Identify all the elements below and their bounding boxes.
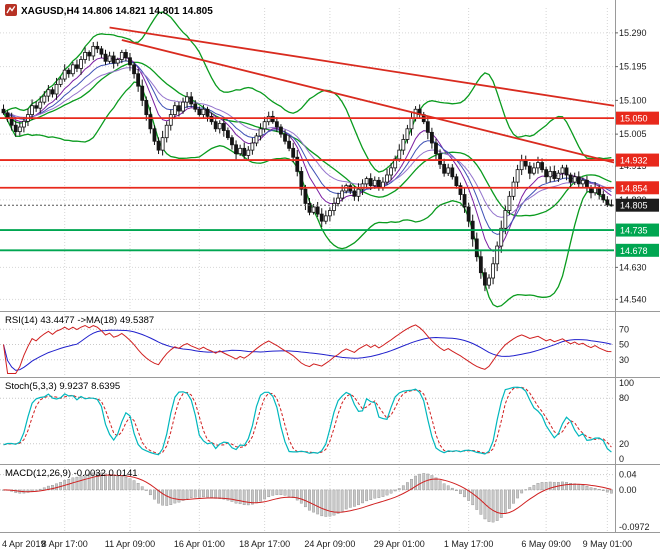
indicator-level-label: 0.00 (619, 485, 637, 495)
price-axis[interactable]: 15.29015.19515.10015.00514.91514.82014.6… (615, 0, 659, 532)
panel-titles-layer: XAGUSD,H4 14.806 14.821 14.801 14.805 RS… (5, 4, 213, 479)
price-badge (616, 198, 659, 212)
series-line (3, 386, 612, 455)
price-badge (616, 181, 659, 195)
price-tick-label: 14.630 (619, 262, 647, 272)
time-tick-label: 4 Apr 2019 (2, 539, 46, 549)
price-badge (616, 223, 659, 237)
trend-lines[interactable] (109, 26, 615, 164)
price-tick-label: 15.005 (619, 129, 647, 139)
bollinger-bands (2, 11, 612, 308)
time-tick-label: 1 May 17:00 (444, 539, 494, 549)
panel-separators (0, 311, 660, 533)
indicator-level-label: 0 (619, 454, 624, 464)
price-badge (616, 243, 659, 257)
price-badge-label: 14.932 (620, 156, 648, 166)
time-tick-label: 11 Apr 09:00 (105, 539, 155, 549)
price-badge (616, 153, 659, 167)
rsi-panel[interactable]: 70 50 30 (0, 324, 629, 374)
series-line (3, 329, 612, 371)
indicator-level-label: 80 (619, 393, 629, 403)
stoch-title: Stoch(5,3,3) 9.9237 8.6395 (5, 381, 120, 392)
indicator-level-label: 0.04 (619, 470, 637, 480)
indicator-level-label: 30 (619, 355, 629, 365)
indicator-level-label: 20 (619, 439, 629, 449)
macd-panel[interactable]: 0.04 0.00 -0.0972 (0, 470, 650, 532)
price-tick-label: 15.290 (619, 28, 647, 38)
series-line (3, 67, 612, 218)
price-badge-label: 15.050 (620, 114, 648, 124)
price-badge-label: 14.735 (620, 226, 648, 236)
macd-title: MACD(12,26,9) -0.0032 0.0141 (5, 468, 138, 479)
trendline[interactable] (109, 26, 615, 107)
time-tick-label: 29 Apr 01:00 (374, 539, 425, 549)
platform-logo-icon (5, 4, 17, 16)
series-line (3, 11, 612, 173)
candles-layer (1, 41, 614, 292)
indicator-level-label: 70 (619, 324, 629, 334)
horizontal-levels[interactable] (0, 117, 614, 252)
time-tick-label: 18 Apr 17:00 (239, 539, 290, 549)
time-tick-label: 6 May 09:00 (521, 539, 571, 549)
time-tick-label: 16 Apr 01:00 (174, 539, 225, 549)
price-badge-label: 14.805 (620, 201, 648, 211)
price-tick-label: 15.195 (619, 62, 647, 72)
trendline[interactable] (121, 39, 615, 164)
price-badge-label: 14.678 (620, 246, 648, 256)
indicator-level-label: 100 (619, 378, 634, 388)
price-tick-label: 14.540 (619, 294, 647, 304)
series-line (3, 61, 612, 217)
price-badge-label: 14.854 (620, 183, 648, 193)
indicator-level-label: 50 (619, 340, 629, 350)
time-tick-label: 8 Apr 17:00 (42, 539, 88, 549)
time-tick-label: 9 May 01:00 (583, 539, 633, 549)
time-tick-label: 24 Apr 09:00 (304, 539, 355, 549)
series-line (2, 81, 612, 308)
series-line (3, 386, 612, 456)
price-badge (616, 111, 659, 125)
stochastic-panel[interactable]: 100 80 20 0 (0, 378, 634, 464)
chart-title: XAGUSD,H4 14.806 14.821 14.801 14.805 (21, 6, 213, 17)
rsi-title: RSI(14) 43.4477 ->MA(18) 49.5387 (5, 315, 154, 326)
indicator-level-label: -0.0972 (619, 522, 650, 532)
series-line (3, 474, 612, 514)
series-line (3, 324, 612, 374)
price-tick-label: 15.100 (619, 95, 647, 105)
